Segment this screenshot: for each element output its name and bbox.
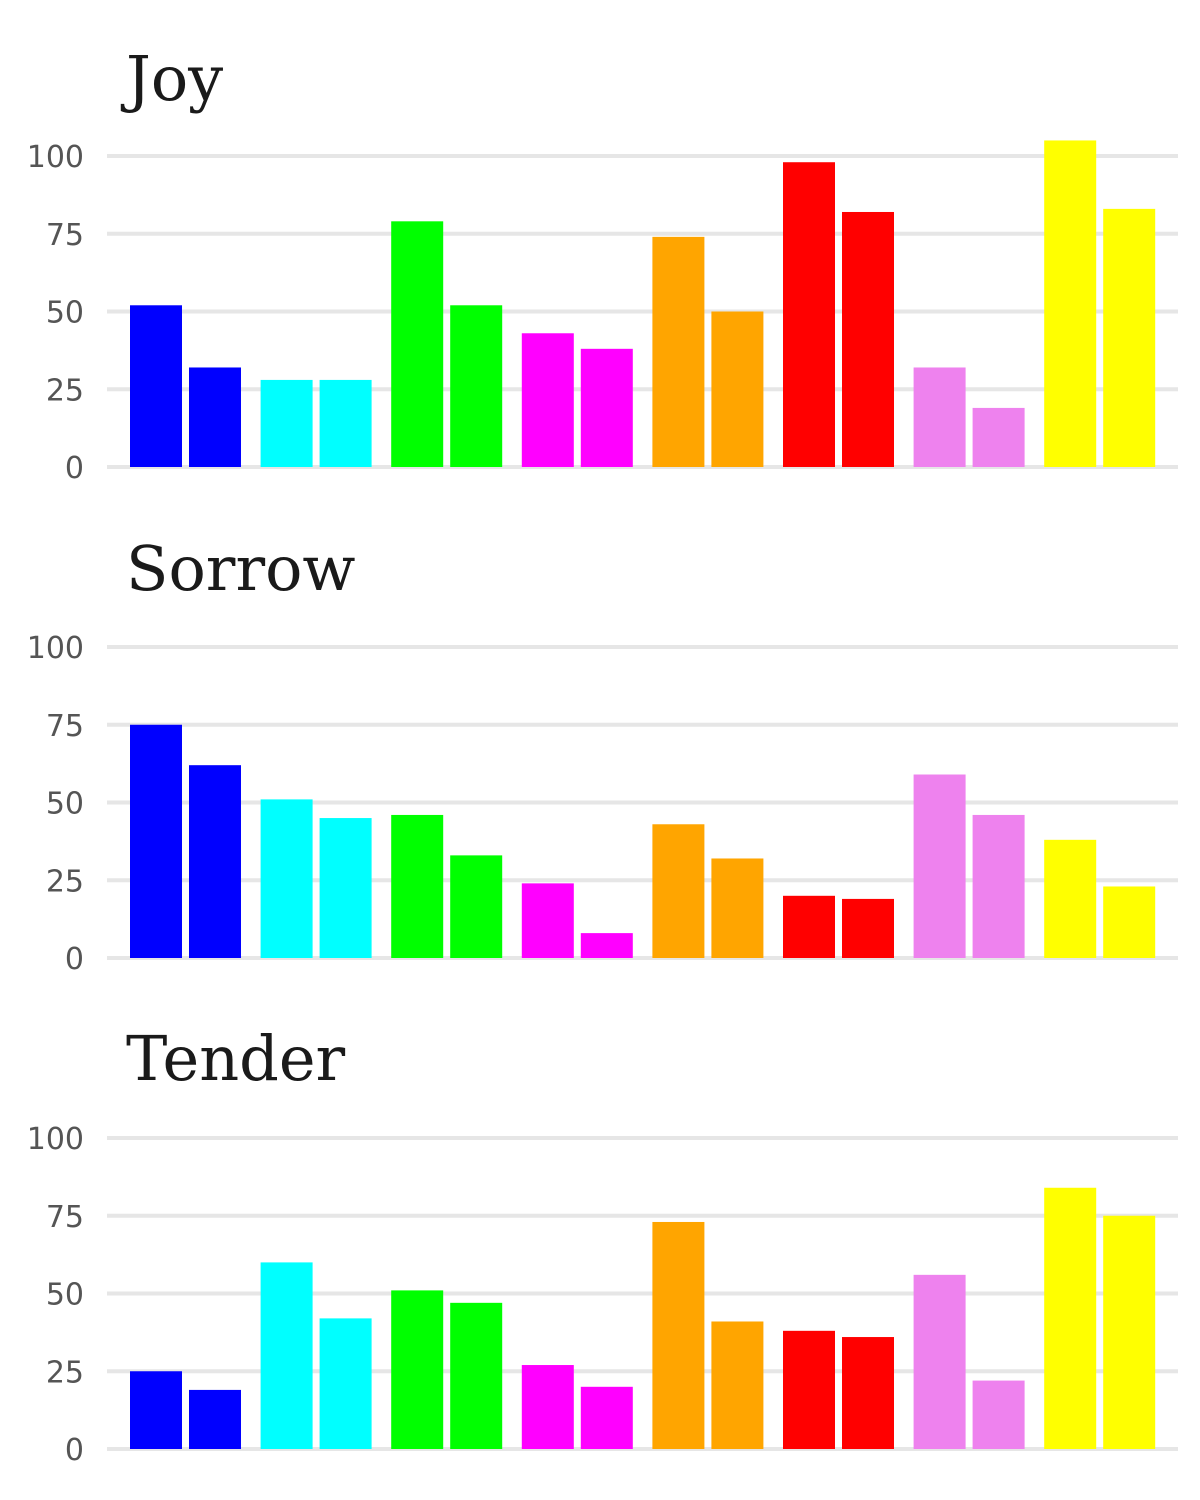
- bar-red-1: [783, 162, 835, 467]
- bar-red-1: [783, 895, 835, 958]
- bar-red-2: [842, 1337, 894, 1449]
- y-tick-label: 75: [46, 709, 84, 744]
- bar-orange-2: [711, 858, 764, 958]
- y-tick-label: 25: [46, 864, 84, 899]
- y-tick-label: 50: [46, 296, 84, 331]
- y-tick-label: 100: [27, 631, 84, 666]
- bar-magenta-2: [580, 933, 633, 958]
- chart-panel-joy: Joy 0 25 50 75 100: [27, 42, 1178, 486]
- y-tick-label: 0: [65, 451, 84, 486]
- bar-blue-1: [130, 305, 182, 467]
- y-tick-label: 50: [46, 1278, 84, 1313]
- y-tick-label: 25: [46, 1355, 84, 1390]
- bar-green-1: [391, 1290, 444, 1449]
- bar-magenta-1: [521, 333, 574, 467]
- bar-green-2: [450, 1302, 503, 1449]
- bar-orange-2: [711, 1321, 764, 1449]
- bar-violet-2: [972, 1380, 1025, 1449]
- bar-red-2: [842, 898, 894, 958]
- y-tick-label: 100: [27, 1122, 84, 1157]
- bar-orange-1: [652, 236, 705, 467]
- bar-yellow-2: [1103, 886, 1156, 958]
- chart-panel-sorrow: Sorrow 0 25 50 75 100: [27, 532, 1178, 977]
- bar-magenta-2: [580, 1386, 633, 1449]
- bar-blue-1: [130, 1371, 182, 1449]
- bar-cyan-1: [260, 799, 313, 958]
- bar-green-1: [391, 221, 444, 467]
- bar-orange-1: [652, 824, 705, 958]
- bar-cyan-2: [319, 1318, 372, 1449]
- bar-green-1: [391, 814, 444, 958]
- bar-yellow-1: [1044, 140, 1097, 467]
- bar-green-2: [450, 855, 503, 958]
- y-tick-label: 0: [65, 1433, 84, 1468]
- bar-blue-1: [130, 724, 182, 958]
- bar-cyan-2: [319, 818, 372, 958]
- bar-yellow-2: [1103, 208, 1156, 467]
- bar-yellow-2: [1103, 1215, 1156, 1449]
- y-tick-label: 75: [46, 1200, 84, 1235]
- bar-cyan-1: [260, 1262, 313, 1449]
- chart-panel-tender: Tender 0 25 50 75 100: [27, 1022, 1178, 1468]
- bar-magenta-2: [580, 348, 633, 467]
- bar-violet-1: [913, 1274, 966, 1449]
- bar-yellow-1: [1044, 839, 1097, 958]
- bar-violet-1: [913, 367, 966, 467]
- y-tick-label: 100: [27, 140, 84, 175]
- y-tick-label: 50: [46, 787, 84, 822]
- bar-violet-1: [913, 774, 966, 958]
- y-tick-label: 75: [46, 218, 84, 253]
- bar-red-2: [842, 211, 894, 467]
- bar-cyan-1: [260, 379, 313, 467]
- bar-blue-2: [189, 367, 241, 467]
- bar-blue-2: [189, 1389, 241, 1449]
- panel-title: Sorrow: [126, 532, 355, 605]
- bar-blue-2: [189, 765, 241, 958]
- panel-title: Tender: [126, 1022, 346, 1095]
- y-tick-label: 0: [65, 942, 84, 977]
- bar-green-2: [450, 305, 503, 467]
- bar-red-1: [783, 1330, 835, 1449]
- bar-magenta-1: [521, 1365, 574, 1449]
- bar-orange-1: [652, 1221, 705, 1449]
- bar-magenta-1: [521, 883, 574, 958]
- bar-violet-2: [972, 407, 1025, 467]
- bar-yellow-1: [1044, 1187, 1097, 1449]
- panel-title: Joy: [120, 42, 223, 115]
- bar-violet-2: [972, 814, 1025, 958]
- y-tick-label: 25: [46, 373, 84, 408]
- bar-orange-2: [711, 311, 764, 467]
- bar-cyan-2: [319, 379, 372, 467]
